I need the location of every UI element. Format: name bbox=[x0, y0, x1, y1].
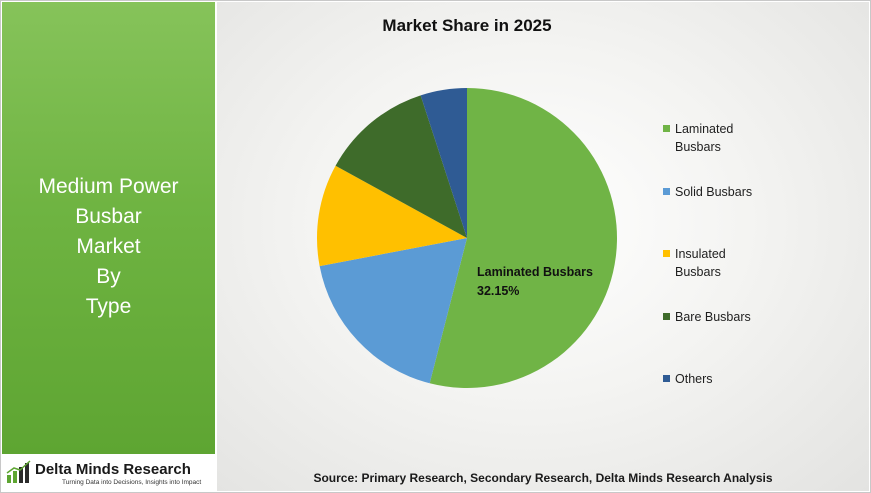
left-title-panel: Medium Power Busbar Market By Type bbox=[2, 2, 215, 454]
source-note: Source: Primary Research, Secondary Rese… bbox=[313, 471, 773, 485]
market-title-line-3: Market bbox=[76, 235, 141, 258]
market-title: Medium Power Busbar Market By Type bbox=[2, 172, 215, 322]
pie-slice-solid-busbars bbox=[319, 238, 467, 384]
market-title-line-1: Medium Power bbox=[38, 175, 179, 198]
data-label-value: 32.15% bbox=[477, 284, 519, 298]
chart-title: Market Share in 2025 bbox=[382, 16, 552, 35]
legend-label: Others bbox=[675, 372, 713, 386]
legend-item-solid: Solid Busbars bbox=[663, 183, 773, 246]
bar-chart-icon bbox=[6, 460, 31, 483]
chart-legend: Laminated Busbars Solid Busbars Insulate… bbox=[663, 120, 773, 433]
market-title-line-4: By bbox=[96, 265, 121, 288]
legend-item-bare: Bare Busbars bbox=[663, 308, 773, 371]
company-name: Delta Minds Research bbox=[35, 461, 191, 478]
legend-swatch bbox=[663, 375, 670, 382]
legend-swatch bbox=[663, 250, 670, 257]
legend-item-others: Others bbox=[663, 370, 773, 433]
legend-label: Laminated Busbars bbox=[675, 122, 734, 154]
pie-slice-laminated-busbars bbox=[429, 88, 617, 388]
pie-slice-bare-busbars bbox=[335, 95, 467, 238]
legend-swatch bbox=[663, 312, 670, 320]
market-title-line-2: Busbar bbox=[75, 205, 142, 228]
legend-label: Solid Busbars bbox=[675, 184, 753, 199]
legend-item-laminated: Laminated Busbars bbox=[663, 120, 773, 183]
chart-area: Market Share in 2025 Laminated Busbars 32… bbox=[217, 2, 869, 491]
legend-item-insulated: Insulated Busbars bbox=[663, 245, 773, 308]
data-label-name: Laminated Busbars bbox=[477, 265, 593, 279]
pie-slice-insulated-busbars bbox=[317, 165, 467, 267]
legend-label: Insulated Busbars bbox=[675, 247, 726, 279]
legend-label: Bare Busbars bbox=[675, 309, 751, 324]
pie-slice-others bbox=[420, 88, 467, 238]
company-logo: Delta Minds Research Turning Data into D… bbox=[2, 454, 215, 491]
market-title-line-5: Type bbox=[85, 295, 132, 318]
legend-swatch bbox=[663, 187, 670, 195]
company-tagline: Turning Data into Decisions, Insights in… bbox=[62, 479, 202, 486]
legend-swatch bbox=[663, 125, 670, 132]
pie-chart: Laminated Busbars 32.15% bbox=[317, 88, 617, 388]
